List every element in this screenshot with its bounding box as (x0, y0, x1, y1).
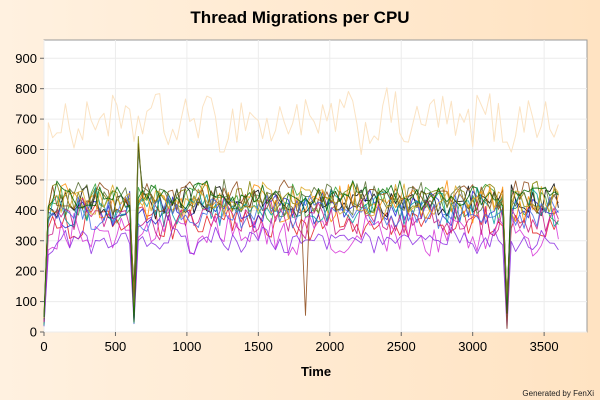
y-tick-label: 600 (15, 142, 37, 157)
y-tick-label: 200 (15, 264, 37, 279)
y-tick-label: 300 (15, 233, 37, 248)
y-tick-label: 900 (15, 51, 37, 66)
y-tick-label: 100 (15, 294, 37, 309)
x-tick-label: 3500 (530, 339, 559, 354)
x-tick-label: 2500 (387, 339, 416, 354)
x-tick-label: 2000 (315, 339, 344, 354)
x-tick-label: 1500 (244, 339, 273, 354)
y-tick-label: 700 (15, 112, 37, 127)
grid-lines (43, 40, 587, 333)
y-tick-label: 0 (30, 325, 37, 340)
x-axis-label: Time (301, 364, 331, 379)
y-tick-label: 400 (15, 203, 37, 218)
series-line-14 (43, 181, 559, 318)
footer-credit: Generated by FenXi (522, 389, 594, 398)
x-axis-ticks: 0 500 1000 1500 2000 2500 3000 3500 (40, 332, 559, 354)
x-tick-label: 1000 (172, 339, 201, 354)
series-line-0 (43, 87, 559, 319)
series-line-6 (43, 226, 559, 329)
series-line-15 (43, 180, 559, 323)
x-tick-label: 500 (105, 339, 127, 354)
x-tick-label: 3000 (458, 339, 487, 354)
y-axis-ticks: 0 100 200 300 400 500 600 700 800 900 (15, 51, 44, 340)
series-lines (43, 87, 559, 329)
chart-title: Thread Migrations per CPU (190, 8, 409, 27)
y-tick-label: 500 (15, 172, 37, 187)
y-tick-label: 800 (15, 81, 37, 96)
x-tick-label: 0 (40, 339, 47, 354)
series-line-11 (43, 196, 559, 323)
